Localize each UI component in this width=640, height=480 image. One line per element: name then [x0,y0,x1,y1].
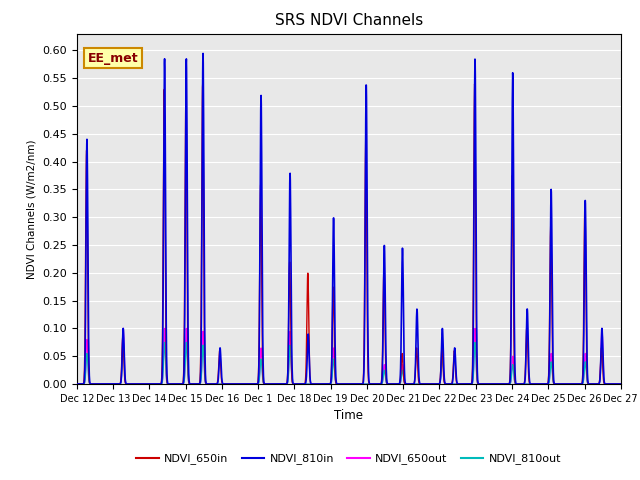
Line: NDVI_810out: NDVI_810out [77,342,621,384]
Title: SRS NDVI Channels: SRS NDVI Channels [275,13,423,28]
NDVI_650out [167,381,175,387]
NDVI_650out [135,381,143,387]
NDVI_810in [199,50,207,56]
NDVI_650out [305,381,313,387]
Line: NDVI_650in: NDVI_650in [77,84,621,384]
NDVI_650in [199,81,207,87]
NDVI_650out [73,381,81,387]
NDVI_650in [548,300,556,306]
NDVI_810in [305,359,313,365]
NDVI_810out [167,381,175,387]
NDVI_810out [282,381,289,387]
Text: EE_met: EE_met [88,52,138,65]
NDVI_650in [168,381,175,387]
NDVI_650in [135,381,143,387]
NDVI_650in [607,381,614,387]
NDVI_650in [140,381,147,387]
NDVI_650out [282,381,289,387]
NDVI_810in [607,381,614,387]
NDVI_650in [282,381,290,387]
NDVI_810in [140,381,148,387]
NDVI_650out [607,381,614,387]
NDVI_650out [548,355,556,361]
NDVI_810in [282,381,290,387]
NDVI_810out [135,381,143,387]
NDVI_810out [617,381,625,387]
X-axis label: Time: Time [334,409,364,422]
NDVI_810out [228,381,236,387]
NDVI_810in [548,237,556,243]
NDVI_810out [73,381,81,387]
Y-axis label: NDVI Channels (W/m2/nm): NDVI Channels (W/m2/nm) [27,139,36,278]
NDVI_650out [598,325,606,331]
NDVI_810in [135,381,143,387]
NDVI_810in [617,381,625,387]
NDVI_810out [305,381,313,387]
NDVI_810out [607,381,614,387]
NDVI_810out [598,339,606,345]
NDVI_810in [73,381,81,387]
NDVI_810out [548,362,556,368]
NDVI_810in [168,381,175,387]
NDVI_650in [617,381,625,387]
Legend: NDVI_650in, NDVI_810in, NDVI_650out, NDVI_810out: NDVI_650in, NDVI_810in, NDVI_650out, NDV… [132,449,566,469]
Line: NDVI_810in: NDVI_810in [77,53,621,384]
NDVI_650out [228,381,236,387]
NDVI_650in [73,381,81,387]
Line: NDVI_650out: NDVI_650out [77,328,621,384]
NDVI_650in [305,354,313,360]
NDVI_650out [617,381,625,387]
